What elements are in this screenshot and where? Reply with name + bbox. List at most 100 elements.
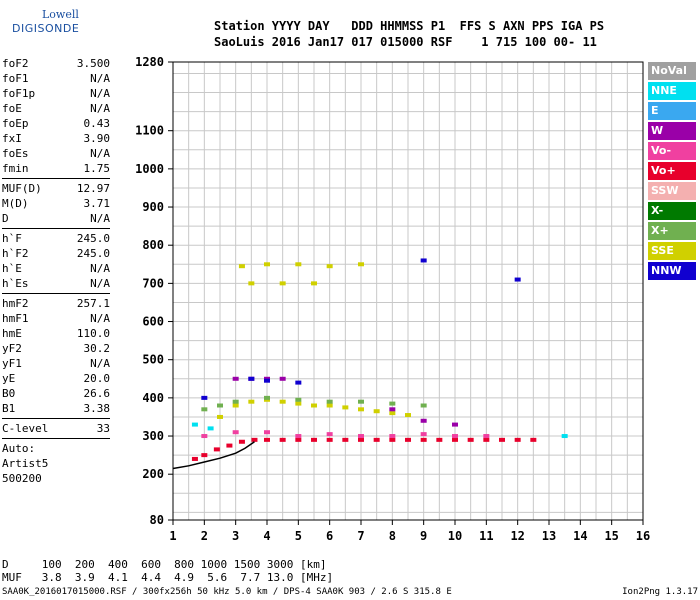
param-row: yE 20.0 (2, 371, 110, 386)
echo-point (201, 453, 208, 458)
param-value: 245.0 (76, 247, 110, 260)
echo-point (232, 430, 239, 435)
header-line2: SaoLuis 2016 Jan17 017 015000 RSF 1 715 … (214, 35, 597, 49)
param-row: D N/A (2, 211, 110, 226)
echo-point (358, 437, 364, 442)
echo-point (389, 407, 396, 412)
echo-point (191, 422, 198, 427)
param-value: N/A (90, 357, 110, 370)
echo-point (232, 399, 239, 404)
muf-distance-row: D 100 200 400 600 800 1000 1500 3000 [km… (2, 558, 327, 571)
x-tick-label: 2 (201, 529, 208, 543)
y-tick-label: 80 (150, 513, 164, 527)
x-tick-label: 8 (389, 529, 396, 543)
param-label: hmF1 (2, 312, 29, 325)
echo-point (295, 434, 302, 439)
param-value: 257.1 (76, 297, 110, 310)
param-value: N/A (90, 72, 110, 85)
y-tick-label: 400 (142, 391, 164, 405)
y-tick-label: 1000 (135, 162, 164, 176)
param-value: 245.0 (76, 232, 110, 245)
param-label: B1 (2, 402, 16, 415)
echo-point (420, 403, 427, 408)
logo: Lowell DIGISONDE (2, 4, 98, 44)
param-row: foEp 0.43 (2, 116, 110, 131)
legend-item: NNW (648, 262, 696, 280)
echo-point (358, 262, 364, 267)
muf-value-row: MUF 3.8 3.9 4.1 4.4 4.9 5.6 7.7 13.0 [MH… (2, 571, 334, 584)
param-row: fxI 3.90 (2, 131, 110, 146)
y-tick-label: 1280 (135, 55, 164, 69)
param-value: 1.75 (83, 162, 111, 175)
echo-point (514, 437, 521, 442)
y-tick-label: 300 (142, 429, 164, 443)
echo-point (279, 399, 286, 404)
param-label: foF1p (2, 87, 36, 100)
y-tick-label: 200 (142, 467, 164, 481)
param-row: h`F2 245.0 (2, 246, 110, 261)
param-value: N/A (90, 102, 110, 115)
echo-point (264, 395, 270, 400)
x-tick-label: 15 (604, 529, 618, 543)
file-info: SAA0K_2016017015000.RSF / 300fx256h 50 k… (2, 587, 452, 597)
echo-point (264, 437, 270, 442)
param-label: fmin (2, 162, 29, 175)
x-tick-label: 5 (295, 529, 302, 543)
echo-point (420, 258, 427, 263)
param-row: yF1 N/A (2, 356, 110, 371)
param-value: 3.38 (83, 402, 111, 415)
param-label: D (2, 212, 9, 225)
x-tick-label: 9 (420, 529, 427, 543)
param-separator (2, 228, 110, 229)
echo-point (467, 437, 474, 442)
legend-item: NoVal (648, 62, 696, 80)
echo-point (264, 430, 270, 435)
param-value: N/A (90, 312, 110, 325)
param-row: hmE 110.0 (2, 326, 110, 341)
echo-point (238, 439, 245, 444)
echo-point (207, 426, 214, 431)
echo-point (191, 456, 198, 461)
echo-point (232, 376, 239, 381)
param-label: B0 (2, 387, 16, 400)
x-tick-label: 3 (232, 529, 239, 543)
param-value: 110.0 (76, 327, 110, 340)
ionogram-trace (172, 441, 255, 470)
echo-point (248, 399, 255, 404)
echo-point (358, 407, 364, 412)
legend-item: W (648, 122, 696, 140)
param-value: 0.43 (83, 117, 111, 130)
echo-point (420, 432, 427, 437)
param-label: h`F2 (2, 247, 29, 260)
param-value: 3.90 (83, 132, 111, 145)
x-tick-label: 12 (510, 529, 524, 543)
param-value: 26.6 (83, 387, 111, 400)
echo-point (201, 407, 208, 412)
legend-item: Vo+ (648, 162, 696, 180)
echo-point (405, 413, 411, 418)
legend: NoVal NNE E W Vo- Vo+ SSW X- X+ SSE NNW (648, 62, 696, 282)
param-value: 3.71 (83, 197, 111, 210)
legend-item: SSE (648, 242, 696, 260)
param-label: C-level (2, 422, 49, 435)
param-separator (2, 293, 110, 294)
plot-frame (172, 61, 644, 521)
echo-point (499, 437, 505, 442)
echo-point (326, 399, 333, 404)
param-label: h`E (2, 262, 22, 275)
param-label: foE (2, 102, 22, 115)
legend-item: X+ (648, 222, 696, 240)
param-value: N/A (90, 212, 110, 225)
echo-point (373, 409, 380, 414)
param-row: MUF(D) 12.97 (2, 181, 110, 196)
echo-point (264, 262, 270, 267)
echo-point (232, 403, 239, 408)
param-label: hmF2 (2, 297, 29, 310)
logo-line1: Lowell (42, 8, 79, 21)
echo-point (248, 376, 255, 381)
param-row: B1 3.38 (2, 401, 110, 416)
param-row: h`F 245.0 (2, 231, 110, 246)
echo-point (358, 434, 364, 439)
param-row: fmin 1.75 (2, 161, 110, 176)
